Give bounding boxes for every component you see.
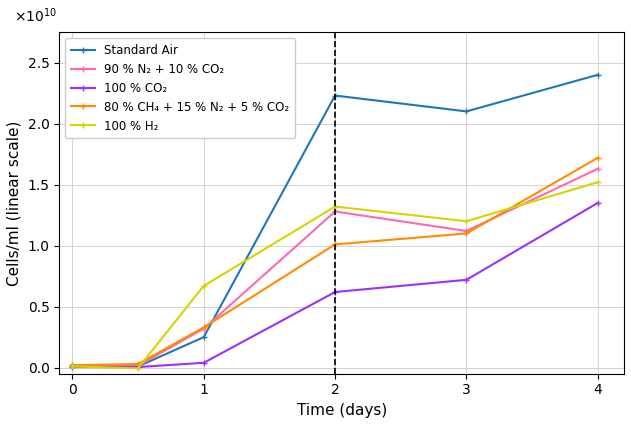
Standard Air [463,109,470,114]
100 % CO₂ [331,289,339,295]
Standard Air [594,72,601,77]
80 % CH₄ + 15 % N₂ + 5 % CO₂ [331,242,339,247]
Line: 80 % CH₄ + 15 % N₂ + 5 % CO₂: 80 % CH₄ + 15 % N₂ + 5 % CO₂ [69,154,601,369]
100 % H₂ [463,219,470,224]
90 % N₂ + 10 % CO₂ [69,363,76,368]
100 % CO₂ [594,200,601,205]
80 % CH₄ + 15 % N₂ + 5 % CO₂ [200,325,208,330]
100 % CO₂ [134,365,142,370]
90 % N₂ + 10 % CO₂ [200,326,208,331]
Line: 90 % N₂ + 10 % CO₂: 90 % N₂ + 10 % CO₂ [69,165,601,369]
100 % CO₂ [69,365,76,370]
Line: Standard Air: Standard Air [69,71,601,370]
100 % H₂ [69,364,76,369]
90 % N₂ + 10 % CO₂ [594,166,601,171]
90 % N₂ + 10 % CO₂ [134,363,142,368]
100 % H₂ [200,283,208,289]
Line: 100 % H₂: 100 % H₂ [69,179,601,372]
Standard Air [331,93,339,98]
100 % CO₂ [463,277,470,282]
Standard Air [134,364,142,369]
80 % CH₄ + 15 % N₂ + 5 % CO₂ [463,231,470,236]
100 % H₂ [594,180,601,185]
Y-axis label: Cells/ml (linear scale): Cells/ml (linear scale) [7,120,22,286]
Standard Air [69,363,76,368]
80 % CH₄ + 15 % N₂ + 5 % CO₂ [134,362,142,367]
100 % H₂ [134,366,142,371]
Line: 100 % CO₂: 100 % CO₂ [69,199,601,371]
X-axis label: Time (days): Time (days) [297,403,387,418]
Legend: Standard Air, 90 % N₂ + 10 % CO₂, 100 % CO₂, 80 % CH₄ + 15 % N₂ + 5 % CO₂, 100 %: Standard Air, 90 % N₂ + 10 % CO₂, 100 % … [65,38,295,139]
80 % CH₄ + 15 % N₂ + 5 % CO₂ [69,363,76,368]
80 % CH₄ + 15 % N₂ + 5 % CO₂ [594,155,601,160]
Text: $\times10^{10}$: $\times10^{10}$ [14,7,57,25]
Standard Air [200,334,208,340]
100 % CO₂ [200,360,208,366]
100 % H₂ [331,204,339,209]
90 % N₂ + 10 % CO₂ [463,229,470,234]
90 % N₂ + 10 % CO₂ [331,209,339,214]
